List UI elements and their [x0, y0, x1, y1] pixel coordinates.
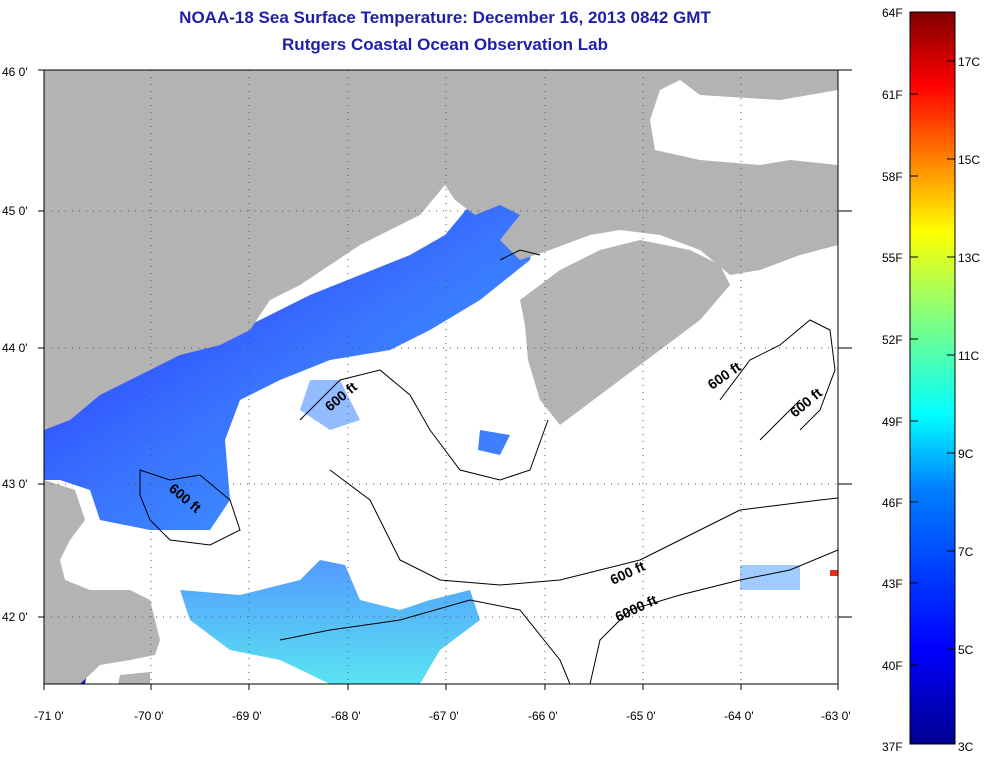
- colorbar-f-label: 46F: [882, 496, 903, 510]
- colorbar-c-label: 11C: [958, 349, 979, 363]
- lat-label: 45 0': [2, 204, 28, 218]
- axis-ticks: [38, 69, 852, 690]
- colorbar-f-label: 55F: [882, 251, 903, 265]
- colorbar-c-label: 9C: [958, 447, 974, 461]
- lat-label: 46 0': [2, 65, 28, 79]
- colorbar-f-label: 49F: [882, 415, 903, 429]
- map-title: NOAA-18 Sea Surface Temperature: Decembe…: [179, 8, 711, 27]
- lon-label: -67 0': [429, 709, 459, 723]
- lon-label: -70 0': [134, 709, 164, 723]
- colorbar-f-label: 64F: [882, 6, 903, 20]
- colorbar-c-label: 5C: [958, 643, 974, 657]
- lon-label: -64 0': [724, 709, 754, 723]
- colorbar-f-label: 52F: [882, 333, 903, 347]
- colorbar-c-label: 3C: [958, 740, 974, 754]
- lat-label: 43 0': [2, 477, 28, 491]
- colorbar-c-label: 15C: [958, 153, 980, 167]
- colorbar: 64F 61F 58F 55F 52F 49F 46F 43F 40F 37F …: [882, 6, 980, 754]
- lon-label: -71 0': [34, 709, 64, 723]
- lon-label: -69 0': [232, 709, 262, 723]
- colorbar-f-label: 40F: [882, 659, 903, 673]
- depth-contours: [139, 249, 838, 684]
- colorbar-c-label: 7C: [958, 545, 974, 559]
- land: [44, 70, 838, 684]
- lon-label: -68 0': [331, 709, 361, 723]
- lat-label: 42 0': [2, 610, 28, 624]
- colorbar-f-label: 58F: [882, 170, 903, 184]
- lon-label: -65 0': [626, 709, 656, 723]
- lat-label: 44 0': [2, 341, 28, 355]
- colorbar-f-label: 43F: [882, 577, 903, 591]
- colorbar-c-label: 17C: [958, 55, 980, 69]
- lon-label: -63 0': [821, 709, 851, 723]
- colorbar-c-label: 13C: [958, 251, 980, 265]
- lon-label: -66 0': [528, 709, 558, 723]
- colorbar-f-label: 37F: [882, 740, 903, 754]
- colorbar-f-label: 61F: [882, 88, 903, 102]
- map-subtitle: Rutgers Coastal Ocean Observation Lab: [282, 35, 608, 54]
